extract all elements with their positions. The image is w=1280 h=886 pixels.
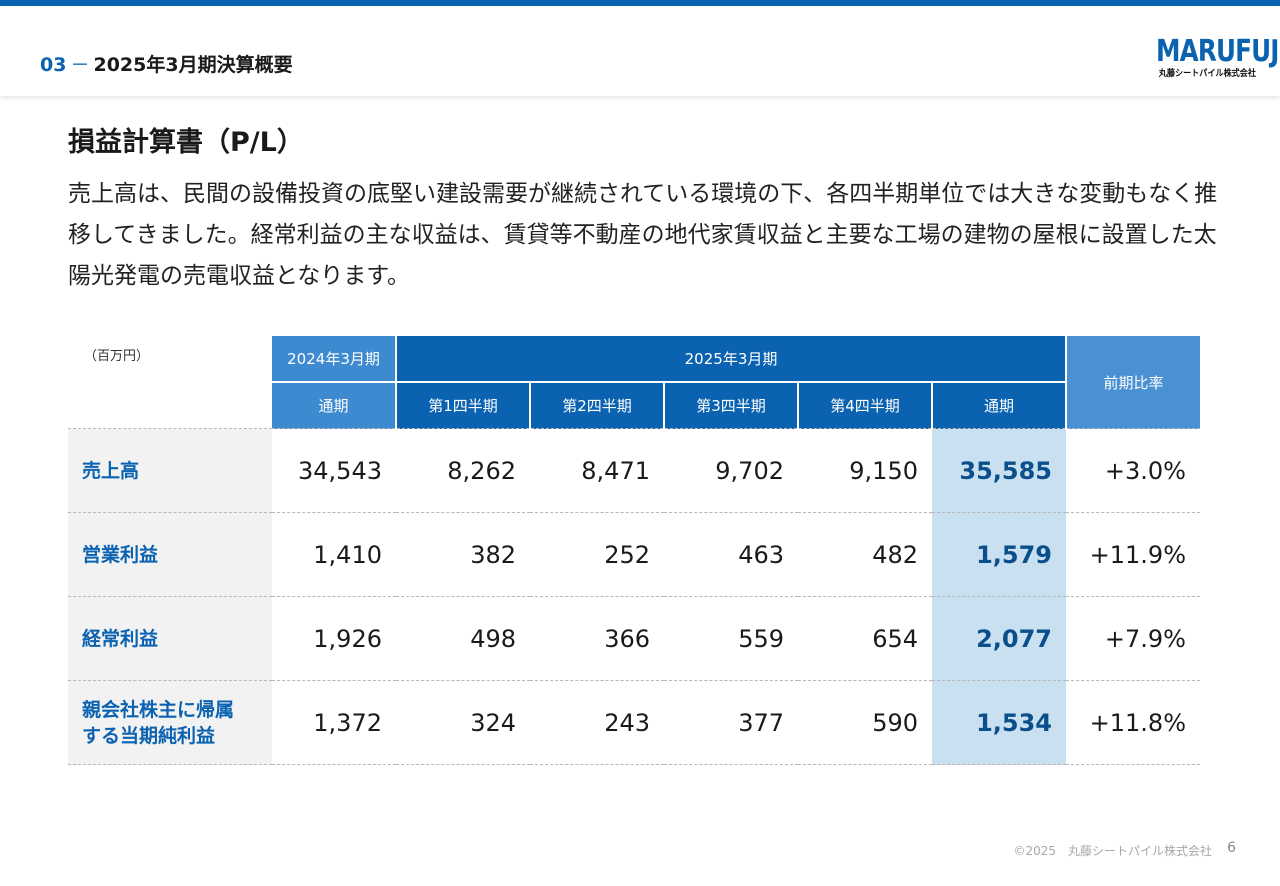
table-cell-ratio: +7.9%: [1066, 596, 1200, 681]
header-curr-year: 2025年3月期: [396, 336, 1067, 383]
section-dash: －: [70, 54, 90, 76]
section-title-text: 2025年3月期決算概要: [93, 54, 293, 76]
table-cell: 1,926: [272, 596, 396, 681]
subheader-prev-full-year: 通期: [272, 382, 397, 429]
table-row: 経常利益 1,926 498 366 559 654 2,077 +7.9%: [68, 596, 1200, 681]
table-cell-highlight: 1,579: [932, 512, 1066, 597]
table-cell-ratio: +11.8%: [1066, 680, 1200, 765]
table-cell: 1,372: [272, 680, 396, 765]
table-cell: 482: [798, 512, 932, 597]
table-cell-highlight: 1,534: [932, 680, 1066, 765]
subheader-q2: 第2四半期: [530, 382, 665, 429]
logo-subtext: 丸藤シートパイル株式会社: [1158, 69, 1256, 79]
row-label-ordinary-profit: 経常利益: [68, 596, 272, 681]
table-cell: 382: [396, 512, 530, 597]
table-cell: 463: [664, 512, 798, 597]
table-row: 売上高 34,543 8,262 8,471 9,702 9,150 35,58…: [68, 428, 1200, 513]
subheader-q3: 第3四半期: [664, 382, 799, 429]
table-cell: 366: [530, 596, 664, 681]
header-ratio: 前期比率: [1066, 336, 1200, 429]
page-heading: 損益計算書（P/L）: [68, 127, 304, 158]
table-cell-ratio: +3.0%: [1066, 428, 1200, 513]
section-number: 03: [40, 54, 67, 76]
logo-wordmark: MARUFUJI: [1155, 34, 1280, 69]
unit-label: （百万円）: [84, 349, 150, 364]
table-cell: 559: [664, 596, 798, 681]
table-cell: 498: [396, 596, 530, 681]
row-label-sales: 売上高: [68, 428, 272, 513]
pl-table: 2024年3月期 2025年3月期 前期比率 通期 第1四半期 第2四半期 第3…: [68, 336, 1200, 765]
section-title: 03 － 2025年3月期決算概要: [40, 50, 293, 77]
table-cell: 590: [798, 680, 932, 765]
table-cell: 9,150: [798, 428, 932, 513]
lead-paragraph: 売上高は、民間の設備投資の底堅い建設需要が継続されている環境の下、各四半期単位で…: [68, 181, 1218, 289]
table-cell: 1,410: [272, 512, 396, 597]
table-cell-highlight: 35,585: [932, 428, 1066, 513]
table-row: 営業利益 1,410 382 252 463 482 1,579 +11.9%: [68, 512, 1200, 597]
table-cell: 34,543: [272, 428, 396, 513]
table-row: 親会社株主に帰属 する当期純利益 1,372 324 243 377 590 1…: [68, 680, 1200, 765]
table-cell: 9,702: [664, 428, 798, 513]
table-cell: 654: [798, 596, 932, 681]
subheader-q4: 第4四半期: [798, 382, 933, 429]
table-cell: 377: [664, 680, 798, 765]
footer-copyright: ©2025 丸藤シートパイル株式会社: [1013, 844, 1212, 858]
table-cell-ratio: +11.9%: [1066, 512, 1200, 597]
header-prev-year: 2024年3月期: [272, 336, 397, 383]
row-label-line: 親会社株主に帰属: [82, 698, 235, 721]
table-cell: 8,471: [530, 428, 664, 513]
table-cell: 8,262: [396, 428, 530, 513]
slide-header: 03 － 2025年3月期決算概要 MARUFUJI 丸藤シートパイル株式会社: [0, 6, 1280, 96]
table-cell: 252: [530, 512, 664, 597]
top-accent-bar: [0, 0, 1280, 6]
company-logo: MARUFUJI 丸藤シートパイル株式会社: [1134, 34, 1280, 80]
row-label-net-income: 親会社株主に帰属 する当期純利益: [68, 680, 272, 765]
subheader-curr-full-year: 通期: [932, 382, 1067, 429]
table-cell: 324: [396, 680, 530, 765]
page-number: 6: [1227, 840, 1236, 856]
row-label-line: する当期純利益: [82, 724, 216, 747]
row-label-operating-profit: 営業利益: [68, 512, 272, 597]
subheader-q1: 第1四半期: [396, 382, 531, 429]
table-cell: 243: [530, 680, 664, 765]
table-cell-highlight: 2,077: [932, 596, 1066, 681]
